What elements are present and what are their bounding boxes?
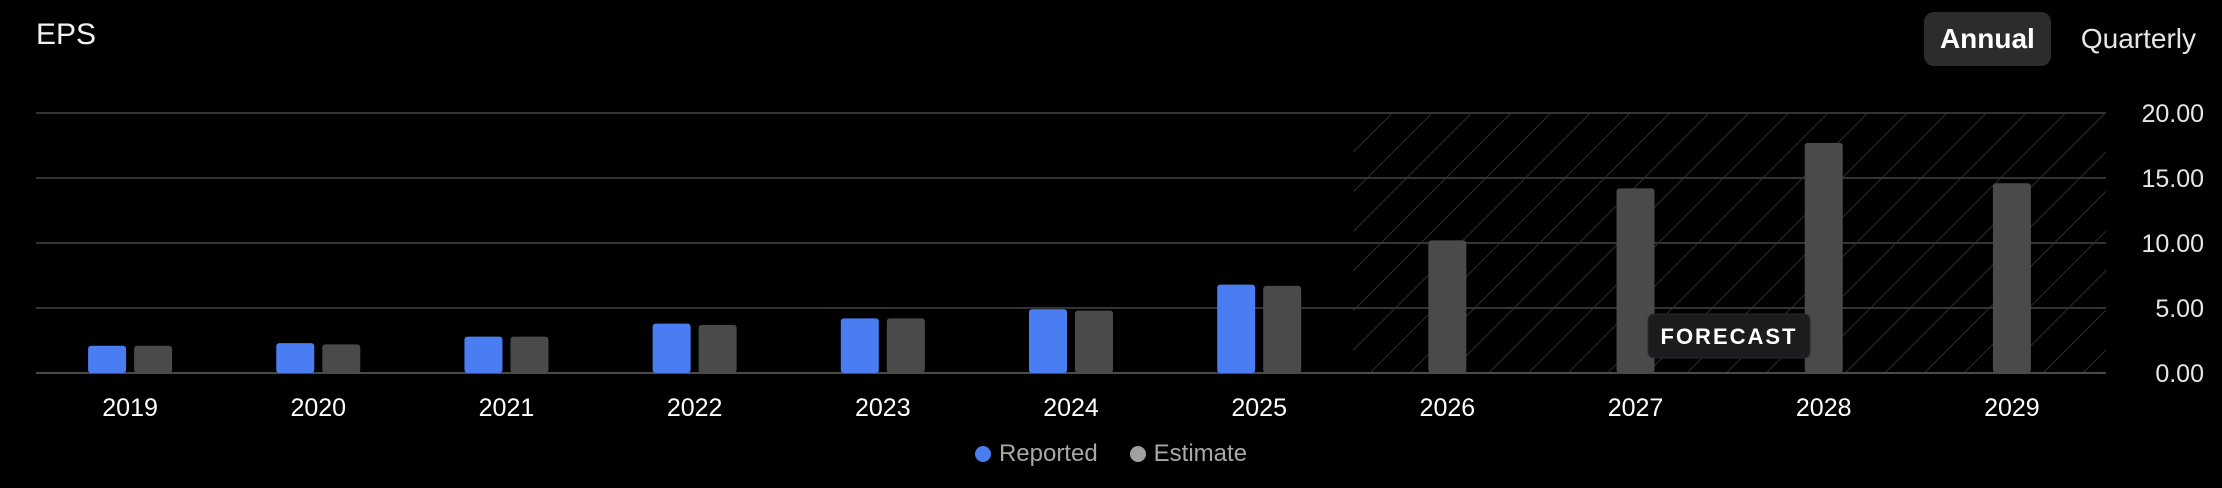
reported-bar (652, 323, 691, 373)
x-tick-label: 2028 (1796, 394, 1852, 422)
estimate-bar (886, 318, 925, 373)
y-tick-label: 20.00 (2141, 100, 2204, 128)
legend-item-reported[interactable]: Reported (974, 440, 1098, 468)
estimate-bar (1804, 142, 1843, 373)
forecast-label: FORECAST (1661, 324, 1798, 349)
reported-bar (88, 345, 127, 373)
x-tick-label: 2023 (855, 394, 911, 422)
x-tick-label: 2020 (290, 394, 346, 422)
y-tick-label: 10.00 (2141, 230, 2204, 258)
x-tick-label: 2019 (102, 394, 158, 422)
y-tick-label: 15.00 (2141, 165, 2204, 193)
reported-bar (1217, 284, 1256, 373)
x-tick-label: 2025 (1231, 394, 1287, 422)
y-tick-label: 5.00 (2155, 295, 2204, 323)
estimate-bar (134, 345, 173, 373)
estimate-bar (322, 344, 361, 373)
estimate-bar (1263, 285, 1302, 373)
x-tick-label: 2027 (1608, 394, 1664, 422)
annual-toggle-button[interactable]: Annual (1923, 12, 2051, 66)
reported-legend-label: Reported (998, 440, 1098, 467)
estimate-bar (698, 324, 737, 373)
chart-title: EPS (36, 18, 97, 51)
estimate-bar (1075, 310, 1113, 373)
estimate-bar (1992, 183, 2031, 373)
y-tick-label: 0.00 (2155, 360, 2204, 388)
reported-bar (276, 343, 315, 373)
forecast-badge (1647, 313, 1811, 359)
chart-legend: Reported Estimate (0, 440, 2222, 468)
x-tick-label: 2024 (1043, 394, 1099, 422)
legend-item-estimate[interactable]: Estimate (1129, 440, 1248, 468)
estimate-legend-swatch (1129, 446, 1146, 462)
eps-bar-chart: 0.00 5.00 10.00 15.00 20.00 2019 2020 2021 2022 2… (36, 100, 2204, 422)
period-toggle: Annual Quarterly (1923, 12, 2222, 66)
reported-bar (840, 318, 879, 373)
estimate-bar (1428, 240, 1467, 373)
x-tick-label: 2021 (479, 394, 535, 422)
estimate-legend-label: Estimate (1153, 440, 1248, 467)
x-tick-label: 2029 (1984, 394, 2040, 422)
quarterly-toggle-button[interactable]: Quarterly (2080, 23, 2196, 54)
reported-bar (464, 336, 503, 373)
estimate-bar (510, 336, 549, 373)
x-tick-label: 2026 (1420, 394, 1476, 422)
estimate-bar (1616, 188, 1655, 373)
reported-legend-swatch (974, 446, 991, 462)
x-tick-label: 2022 (667, 394, 723, 422)
reported-bar (1029, 309, 1067, 373)
